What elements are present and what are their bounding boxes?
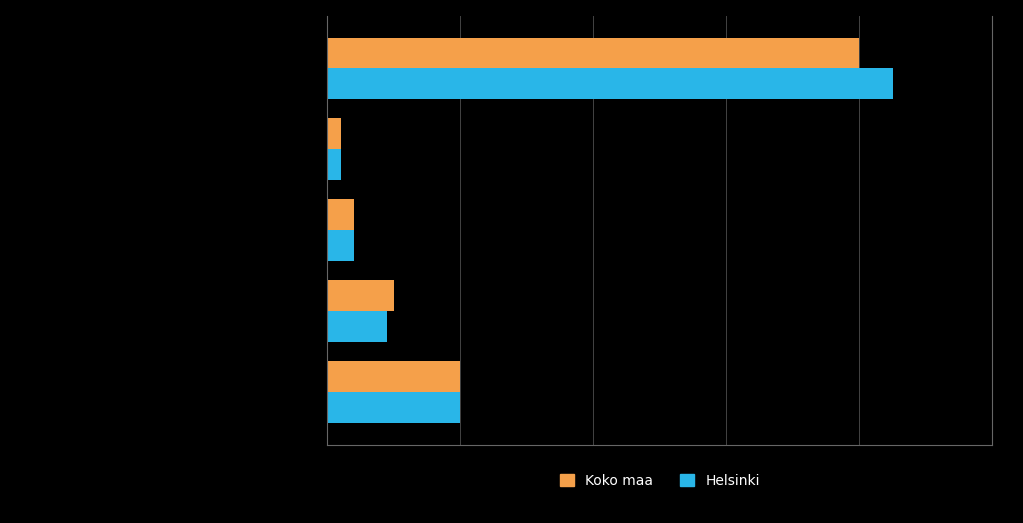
Bar — [327, 69, 892, 99]
Bar — [327, 199, 354, 230]
Bar — [327, 149, 341, 180]
Bar — [327, 230, 354, 261]
Bar — [327, 118, 341, 149]
Bar — [327, 311, 387, 342]
Bar — [327, 38, 859, 69]
Bar — [327, 392, 460, 423]
Bar — [327, 280, 394, 311]
Bar — [327, 361, 460, 392]
Legend: Koko maa, Helsinki: Koko maa, Helsinki — [554, 468, 765, 493]
